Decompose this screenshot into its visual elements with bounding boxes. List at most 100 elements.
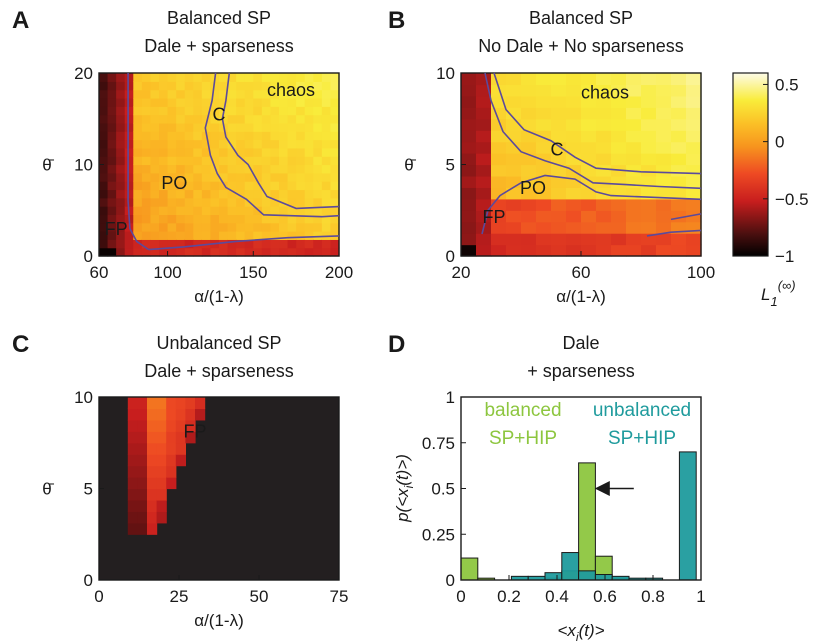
heatmap-cell <box>641 233 657 246</box>
heatmap-cell <box>116 89 126 99</box>
heatmap-cell <box>279 131 289 141</box>
heatmap-cell <box>461 84 477 97</box>
heatmap-cell <box>107 122 117 132</box>
heatmap-cell <box>253 231 263 240</box>
heatmap-cell <box>581 187 597 200</box>
heatmap-cell <box>296 106 306 116</box>
heatmap-cell <box>133 247 143 257</box>
heatmap-cell <box>321 139 332 149</box>
heatmap-cell <box>566 153 582 166</box>
heatmap-cell <box>566 210 582 223</box>
histogram-bar-unbalanced <box>561 552 580 581</box>
heatmap-cell <box>227 222 237 232</box>
heatmap-cell <box>159 181 169 191</box>
heatmap-cell <box>261 197 272 207</box>
heatmap-cell <box>671 95 687 108</box>
heatmap-cell <box>279 214 289 224</box>
heatmap-cell <box>141 222 152 232</box>
heatmap-cell <box>521 164 537 177</box>
heatmap-cell <box>304 114 314 124</box>
colorbar-tick-label: 0 <box>775 133 784 152</box>
phase-boundary <box>484 72 702 190</box>
heatmap-cell <box>166 477 177 490</box>
heatmap-cell <box>184 81 194 91</box>
y-tick-label: 10 <box>74 156 93 175</box>
heatmap-cell <box>566 198 582 211</box>
heatmap-cell <box>287 131 297 141</box>
y-tick-label: 10 <box>74 388 93 407</box>
histogram-bar-unbalanced <box>578 570 596 581</box>
heatmap-cell <box>210 231 220 240</box>
heatmap-cell <box>270 247 280 257</box>
heatmap-cell <box>137 454 148 467</box>
heatmap-cell <box>141 247 152 257</box>
heatmap-cell <box>626 141 642 154</box>
heatmap-cell <box>167 114 177 124</box>
x-tick-label: 20 <box>452 263 471 282</box>
panel-label-d: D <box>388 331 405 358</box>
x-tick-label: 0.6 <box>593 587 617 606</box>
heatmap-cell <box>261 214 272 224</box>
heatmap-cell <box>611 141 627 154</box>
heatmap-cell <box>141 189 152 199</box>
heatmap-cell <box>313 106 323 116</box>
heatmap-cell <box>296 122 306 132</box>
heatmap-cell <box>461 107 477 120</box>
heatmap-cell <box>476 141 492 154</box>
heatmap-cell <box>150 239 160 249</box>
heatmap-cell <box>506 84 522 97</box>
heatmap-cell <box>99 172 109 182</box>
heatmap-cell <box>201 222 212 232</box>
heatmap-cell <box>261 206 272 216</box>
heatmap-cell <box>611 233 627 246</box>
heatmap-cell <box>330 247 340 257</box>
heatmap-cell <box>596 95 612 108</box>
y-axis-label: θ̄ <box>42 156 54 175</box>
heatmap-cell <box>167 81 177 91</box>
panel-label-b: B <box>388 7 405 34</box>
heatmap-cell <box>641 95 657 108</box>
y-tick-label: 0.75 <box>422 434 455 453</box>
heatmap-cell <box>551 198 567 211</box>
heatmap-cell <box>656 73 672 86</box>
heatmap-cell <box>261 164 272 174</box>
heatmap-cell <box>133 172 143 182</box>
heatmap-cell <box>304 164 314 174</box>
x-tick-label: 0.8 <box>641 587 665 606</box>
heatmap-cell <box>313 164 323 174</box>
heatmap-cell <box>330 172 340 182</box>
heatmap-cell <box>244 73 254 82</box>
heatmap-cell <box>141 231 152 240</box>
heatmap-cell <box>270 222 280 232</box>
heatmap-cell <box>304 122 314 132</box>
heatmap-cell <box>124 172 134 182</box>
heatmap-cell <box>127 408 138 421</box>
heatmap-cell <box>124 156 134 166</box>
heatmap-cell <box>99 131 109 141</box>
heatmap-cell <box>253 81 263 91</box>
heatmap-cell <box>166 408 177 421</box>
panel-d-title-line2: + sparseness <box>527 361 635 381</box>
heatmap-cell <box>175 431 186 444</box>
heatmap-cell <box>551 244 567 257</box>
heatmap-cell <box>671 175 687 188</box>
heatmap-cell <box>270 131 280 141</box>
heatmap-cell <box>536 244 552 257</box>
heatmap-cell <box>253 214 263 224</box>
heatmap-cell <box>210 247 220 257</box>
heatmap-cell <box>321 214 332 224</box>
heatmap-cell <box>150 122 160 132</box>
heatmap-cell <box>521 95 537 108</box>
heatmap-cell <box>611 175 627 188</box>
heatmap-cell <box>124 89 134 99</box>
heatmap-cell <box>551 210 567 223</box>
heatmap-cell <box>210 189 220 199</box>
heatmap-cell <box>596 175 612 188</box>
heatmap-cell <box>116 114 126 124</box>
heatmap-cell <box>330 181 340 191</box>
heatmap-cell <box>236 222 246 232</box>
heatmap-cell <box>116 156 126 166</box>
heatmap-cell <box>184 189 194 199</box>
heatmap-cell <box>219 197 229 207</box>
heatmap-cell <box>304 239 314 249</box>
